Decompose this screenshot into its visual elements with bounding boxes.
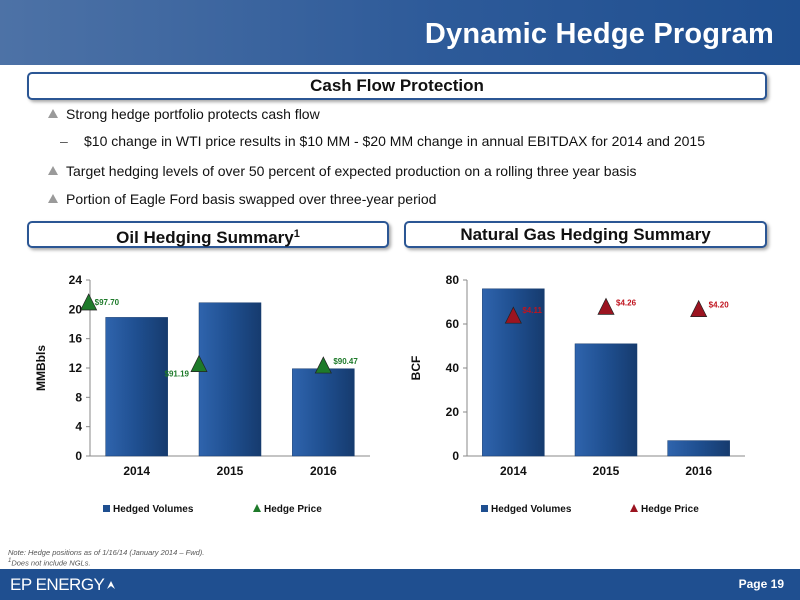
legend-swatch-volumes	[481, 505, 488, 512]
x-tick-label: 2014	[123, 464, 150, 478]
y-tick-label: 80	[446, 273, 460, 287]
hedge-price-marker	[80, 293, 98, 311]
bullet-text: Portion of Eagle Ford basis swapped over…	[66, 191, 437, 207]
x-tick-label: 2016	[310, 464, 337, 478]
footnote-marker: 1	[293, 228, 300, 240]
hedge-price-label: $4.26	[616, 298, 637, 307]
dash-icon: –	[60, 133, 68, 149]
legend-label: Hedged Volumes	[491, 504, 572, 515]
cash-flow-header: Cash Flow Protection	[27, 72, 767, 100]
page-number: Page 19	[738, 577, 784, 591]
gas-chart-svg: 0 20 40 60 80 BCF 2014 $4.11 2015 $4.26 2016 $4.20 H…	[409, 273, 745, 515]
bar-hedged-volume	[574, 343, 638, 457]
y-tick-label: 12	[69, 361, 83, 375]
bullet-triangle-icon	[48, 109, 58, 118]
footnote-text: 1Does not include NGLs.	[8, 558, 91, 568]
y-tick-label: 8	[75, 390, 82, 404]
bar-hedged-volume	[198, 302, 262, 457]
hedge-price-label: $91.19	[165, 370, 190, 379]
legend-swatch-price	[253, 504, 261, 512]
footnote-text-body: Does not include NGLs.	[11, 558, 91, 568]
legend-swatch-price	[630, 504, 638, 512]
hedge-price-marker	[314, 356, 332, 374]
x-tick-label: 2015	[593, 464, 620, 478]
x-tick-label: 2015	[217, 464, 244, 478]
y-tick-label: 40	[446, 361, 460, 375]
legend-label: Hedged Volumes	[113, 504, 194, 515]
hedge-price-label: $4.20	[709, 301, 730, 310]
y-tick-label: 0	[75, 449, 82, 463]
footer-bar: EP ENERGY Page 19	[0, 569, 800, 600]
sub-bullet-text: $10 change in WTI price results in $10 M…	[84, 133, 706, 149]
slide-title: Dynamic Hedge Program	[424, 18, 774, 50]
bar-hedged-volume	[105, 317, 168, 457]
hedge-price-marker	[504, 306, 522, 324]
logo-text: EP ENERGY	[10, 575, 105, 594]
bar-hedged-volume	[667, 440, 730, 457]
legend-swatch-volumes	[103, 505, 110, 512]
hedge-price-marker	[597, 297, 615, 315]
company-logo: EP ENERGY	[10, 575, 116, 595]
gas-hedging-chart: 0 20 40 60 80 BCF 2014 $4.11 2015 $4.26 2016 $4.20 H…	[400, 258, 800, 533]
y-tick-label: 16	[69, 332, 83, 346]
legend-label: Hedge Price	[641, 504, 699, 515]
bullet-item: Portion of Eagle Ford basis swapped over…	[48, 191, 436, 207]
oil-hedging-chart: 0 4 8 12 16 20 24 MMBbls 2014 $97.70 2015 $91.19 201…	[0, 258, 400, 533]
oil-hedging-header: Oil Hedging Summary1	[27, 221, 389, 248]
y-tick-label: 24	[69, 273, 83, 287]
gas-hedging-header: Natural Gas Hedging Summary	[404, 221, 767, 248]
hedge-price-label: $4.11	[522, 306, 542, 315]
bullet-text: Strong hedge portfolio protects cash flo…	[66, 106, 320, 122]
bullet-item: Strong hedge portfolio protects cash flo…	[48, 106, 320, 122]
y-axis-label: MMBbls	[34, 345, 48, 391]
x-tick-label: 2014	[500, 464, 527, 478]
title-bar: Dynamic Hedge Program	[0, 0, 800, 65]
hedge-price-label: $97.70	[95, 298, 120, 307]
oil-chart-svg: 0 4 8 12 16 20 24 MMBbls 2014 $97.70 2015 $91.19 201…	[34, 273, 370, 515]
x-tick-label: 2016	[685, 464, 712, 478]
y-tick-label: 4	[75, 420, 82, 434]
footnote-text: Note: Hedge positions as of 1/16/14 (Jan…	[8, 548, 205, 557]
oil-hedging-title: Oil Hedging Summary	[116, 228, 294, 247]
bar-hedged-volume	[292, 368, 355, 457]
hedge-price-label: $90.47	[333, 357, 358, 366]
hedge-price-marker	[190, 354, 208, 372]
y-tick-label: 60	[446, 317, 460, 331]
sub-bullet-item: – $10 change in WTI price results in $10 …	[60, 133, 705, 149]
y-axis-label: BCF	[409, 356, 423, 381]
legend-label: Hedge Price	[264, 504, 322, 515]
footnote-marker: 1	[8, 558, 12, 564]
y-tick-label: 20	[446, 405, 460, 419]
hedge-price-marker	[690, 299, 708, 317]
y-tick-label: 0	[452, 449, 459, 463]
bullet-triangle-icon	[48, 166, 58, 175]
bullet-text: Target hedging levels of over 50 percent…	[66, 163, 637, 179]
bullet-item: Target hedging levels of over 50 percent…	[48, 163, 636, 179]
flame-icon	[107, 581, 116, 589]
bullet-triangle-icon	[48, 194, 58, 203]
y-tick-label: 20	[69, 302, 83, 316]
